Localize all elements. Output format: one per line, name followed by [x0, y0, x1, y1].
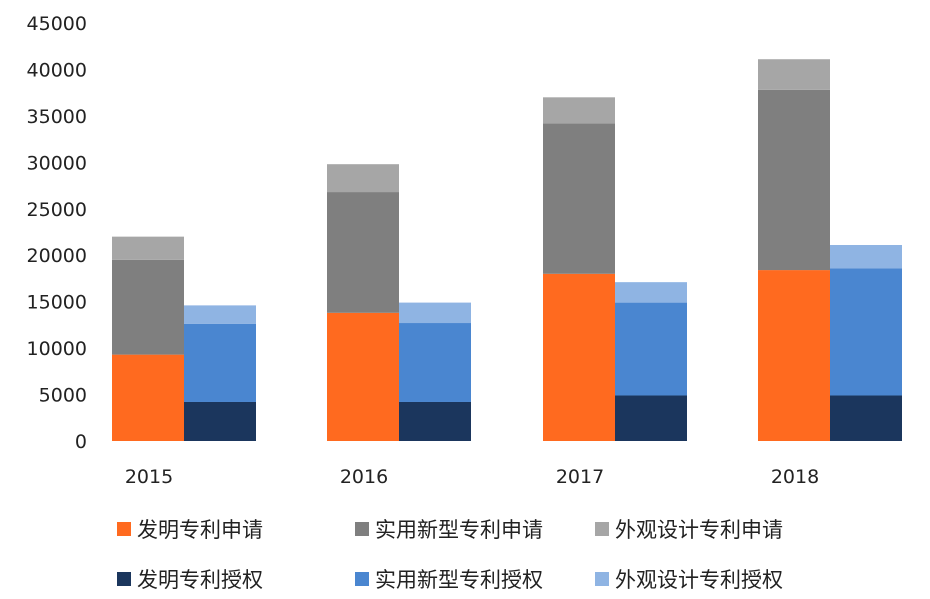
bar-segment-grants-3-2015 — [184, 305, 256, 324]
bar-segment-applications-3-2016 — [327, 164, 399, 193]
bar-segment-applications-1-2018 — [758, 270, 830, 441]
bar-segment-applications-2-2016 — [327, 192, 399, 313]
legend-swatch — [355, 522, 369, 536]
x-tick-label: 2016 — [340, 466, 388, 488]
bar-segment-grants-2-2018 — [830, 268, 902, 396]
bar-segment-applications-3-2018 — [758, 59, 830, 90]
bar-segment-grants-1-2015 — [184, 401, 256, 441]
legend-swatch — [355, 572, 369, 586]
legend-label: 外观设计专利申请 — [615, 518, 783, 542]
y-tick-label: 15000 — [27, 292, 87, 314]
legend-label: 实用新型专利授权 — [375, 568, 543, 592]
bar-segment-applications-1-2015 — [112, 354, 184, 441]
legend-swatch — [117, 522, 131, 536]
y-tick-label: 0 — [75, 431, 87, 453]
bar-segment-grants-1-2017 — [615, 395, 687, 441]
x-tick-label: 2017 — [556, 466, 604, 488]
legend-swatch — [595, 572, 609, 586]
x-tick-label: 2015 — [125, 466, 173, 488]
bar-segment-grants-3-2017 — [615, 282, 687, 303]
x-axis-ticks: 2015 2016 2017 2018 — [125, 466, 819, 488]
bar-segment-applications-2-2018 — [758, 89, 830, 271]
bar-segment-applications-3-2015 — [112, 236, 184, 260]
legend-label: 实用新型专利申请 — [375, 518, 543, 542]
bar-segment-applications-1-2016 — [327, 312, 399, 441]
bar-segment-grants-1-2016 — [399, 401, 471, 441]
bar-segment-grants-3-2018 — [830, 245, 902, 269]
bar-segment-grants-2-2016 — [399, 323, 471, 402]
y-tick-label: 40000 — [27, 59, 87, 81]
bar-segment-grants-3-2016 — [399, 302, 471, 324]
bar-segment-grants-1-2018 — [830, 395, 902, 441]
legend-swatch — [595, 522, 609, 536]
legend-label: 发明专利授权 — [137, 568, 263, 592]
y-tick-label: 35000 — [27, 106, 87, 128]
y-axis-ticks: 0 5000 10000 15000 20000 25000 30000 35000 40000… — [27, 13, 87, 453]
y-tick-label: 20000 — [27, 245, 87, 267]
legend-label: 发明专利申请 — [137, 518, 263, 542]
y-tick-label: 30000 — [27, 152, 87, 174]
bar-segment-applications-1-2017 — [543, 273, 615, 441]
legend-label: 外观设计专利授权 — [615, 568, 783, 592]
y-tick-label: 25000 — [27, 199, 87, 221]
bar-segment-grants-2-2015 — [184, 323, 256, 402]
y-tick-label: 45000 — [27, 13, 87, 35]
y-tick-label: 5000 — [39, 385, 87, 407]
bar-segment-applications-3-2017 — [543, 97, 615, 124]
x-tick-label: 2018 — [771, 466, 819, 488]
bars — [112, 59, 902, 441]
bar-segment-grants-2-2017 — [615, 302, 687, 396]
bar-segment-applications-2-2017 — [543, 123, 615, 274]
bar-segment-applications-2-2015 — [112, 259, 184, 355]
y-tick-label: 10000 — [27, 338, 87, 360]
legend-swatch — [117, 572, 131, 586]
